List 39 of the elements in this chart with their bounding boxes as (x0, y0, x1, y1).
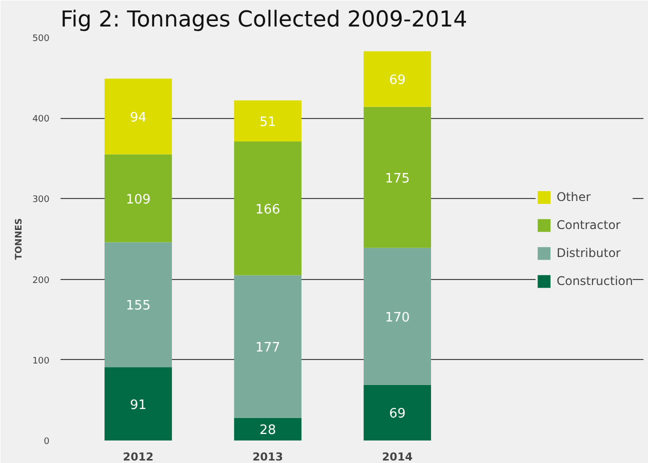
bar (104, 242, 172, 368)
data-label: 51 (260, 114, 276, 130)
bar (234, 275, 302, 418)
y-tick-label: 400 (32, 114, 50, 125)
bar (104, 154, 172, 242)
y-tick-label: 300 (32, 195, 50, 206)
data-label: 155 (126, 298, 151, 314)
bar (234, 141, 302, 276)
bar (364, 248, 432, 385)
bar (104, 367, 172, 440)
bar (234, 100, 302, 142)
data-label: 177 (255, 340, 280, 356)
bar (364, 51, 432, 107)
data-label: 175 (384, 171, 410, 186)
legend-label: Other (556, 190, 591, 204)
x-tick-label: 2014 (382, 450, 413, 463)
data-label: 166 (255, 202, 280, 218)
bar (364, 384, 432, 440)
chart-title: Fig 2: Tonnages Collected 2009-2014 (60, 8, 468, 32)
y-tick-label: 100 (32, 356, 50, 366)
y-axis-title: TONNES (14, 218, 24, 260)
data-label: 170 (384, 310, 410, 326)
legend-label: Contractor (556, 218, 620, 232)
data-label: 94 (130, 110, 147, 126)
y-tick-label: 200 (32, 276, 50, 286)
x-tick-label: 2013 (252, 450, 284, 463)
x-tick-label: 2012 (122, 450, 154, 463)
bar (234, 418, 302, 440)
data-label: 28 (260, 423, 276, 438)
y-tick-label: 0 (44, 437, 50, 447)
y-tick-label: 500 (32, 34, 50, 44)
data-label: 69 (389, 73, 406, 88)
bar (104, 78, 172, 154)
data-label: 69 (389, 406, 406, 422)
legend-label: Distributor (556, 246, 621, 260)
data-label: 91 (130, 398, 147, 413)
data-label: 109 (126, 192, 151, 208)
legend-label: Construction (556, 274, 633, 288)
bar (364, 106, 432, 248)
